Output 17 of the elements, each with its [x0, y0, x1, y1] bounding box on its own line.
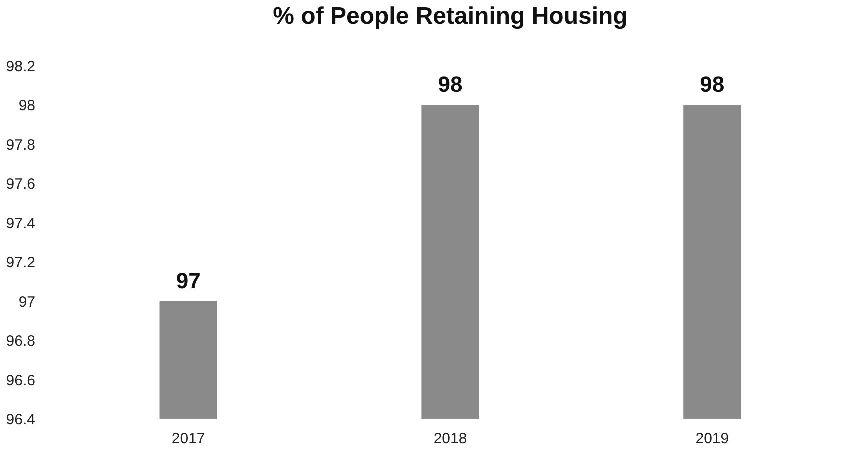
- x-tick-label: 2019: [696, 430, 730, 448]
- y-tick-label: 97.4: [6, 215, 36, 232]
- data-label: 97: [176, 268, 201, 294]
- y-tick-label: 97: [18, 294, 36, 311]
- y-tick-label: 96.8: [6, 333, 36, 350]
- y-tick-label: 97.2: [6, 254, 36, 272]
- data-label: 98: [438, 72, 463, 98]
- y-tick-label: 97.6: [6, 176, 36, 194]
- x-tick-label: 2018: [434, 430, 468, 448]
- chart-title: % of People Retaining Housing: [273, 3, 628, 30]
- y-tick-label: 98: [18, 98, 36, 115]
- y-tick-label: 96.4: [6, 412, 36, 428]
- data-label: 98: [700, 72, 725, 98]
- y-tick-label: 96.6: [6, 372, 36, 390]
- x-tick-label: 2017: [172, 430, 206, 448]
- y-tick-label: 98.2: [6, 58, 36, 76]
- y-tick-label: 97.8: [6, 136, 36, 154]
